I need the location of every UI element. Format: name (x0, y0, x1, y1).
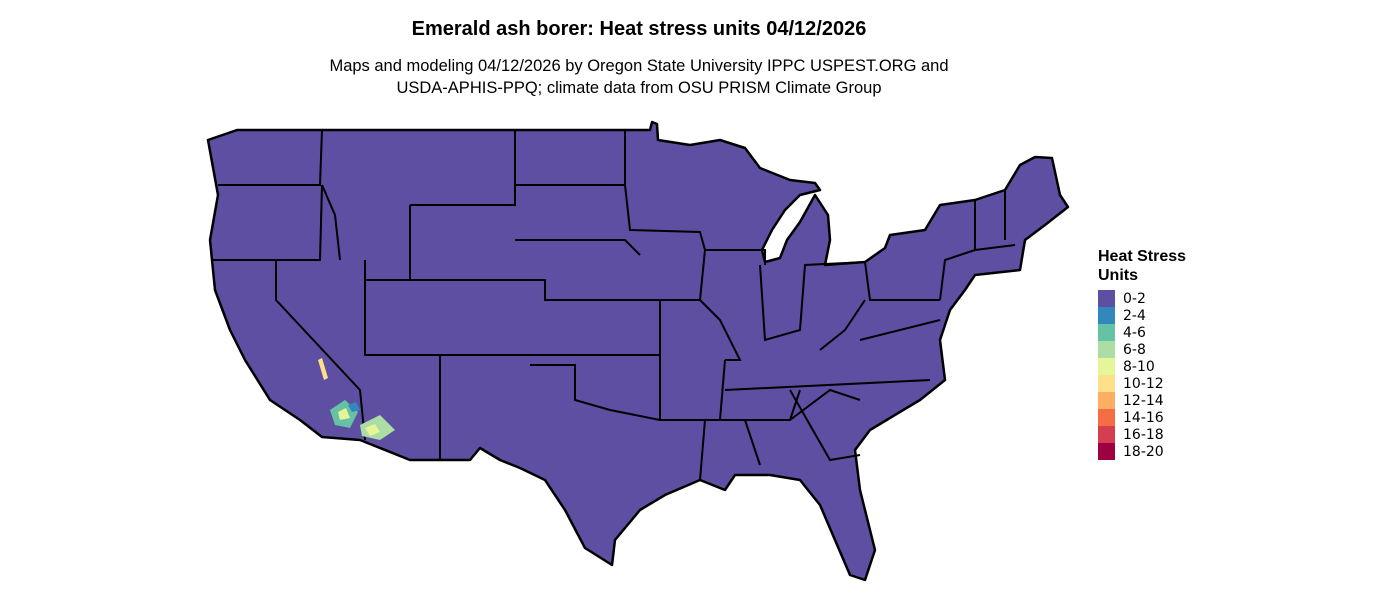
legend-item: 0-2 (1098, 290, 1186, 307)
legend-label: 2-4 (1123, 307, 1146, 324)
subtitle-line-1: Maps and modeling 04/12/2026 by Oregon S… (329, 57, 949, 75)
legend-swatch (1098, 375, 1115, 392)
legend-swatch (1098, 409, 1115, 426)
legend-item: 6-8 (1098, 341, 1186, 358)
legend-label: 12-14 (1123, 392, 1164, 409)
legend-label: 14-16 (1123, 409, 1164, 426)
legend-swatch (1098, 324, 1115, 341)
legend-item: 8-10 (1098, 358, 1186, 375)
legend-label: 4-6 (1123, 324, 1146, 341)
conus-outline (206, 120, 1070, 582)
legend-item: 16-18 (1098, 426, 1186, 443)
legend-label: 16-18 (1123, 426, 1164, 443)
legend-item: 2-4 (1098, 307, 1186, 324)
legend-title-line-1: Heat Stress (1098, 248, 1187, 265)
legend-label: 10-12 (1123, 375, 1164, 392)
legend-label: 18-20 (1123, 443, 1164, 460)
legend-swatch (1098, 443, 1115, 460)
legend-swatch (1098, 341, 1115, 358)
legend-item: 10-12 (1098, 375, 1186, 392)
legend-swatch (1098, 290, 1115, 307)
legend-swatch (1098, 307, 1115, 324)
legend-item: 18-20 (1098, 443, 1186, 460)
legend-swatch (1098, 392, 1115, 409)
legend-item: 4-6 (1098, 324, 1186, 341)
heat-stress-hotspots (318, 358, 395, 440)
map-subtitle: Maps and modeling 04/12/2026 by Oregon S… (0, 55, 1278, 99)
legend-label: 0-2 (1123, 290, 1146, 307)
legend-item: 12-14 (1098, 392, 1186, 409)
legend-label: 6-8 (1123, 341, 1146, 358)
state-borders (212, 129, 1016, 481)
legend-label: 8-10 (1123, 358, 1155, 375)
legend-swatch (1098, 358, 1115, 375)
map-title: Emerald ash borer: Heat stress units 04/… (411, 18, 867, 40)
legend-title-line-2: Units (1098, 267, 1138, 284)
legend-swatch (1098, 426, 1115, 443)
subtitle-line-2: USDA-APHIS-PPQ; climate data from OSU PR… (396, 79, 882, 97)
legend: Heat Stress Units 0-2 2-4 4-6 6-8 8-10 10-12 1… (1098, 247, 1186, 460)
legend-title: Heat Stress Units (1098, 247, 1186, 285)
legend-item: 14-16 (1098, 409, 1186, 426)
